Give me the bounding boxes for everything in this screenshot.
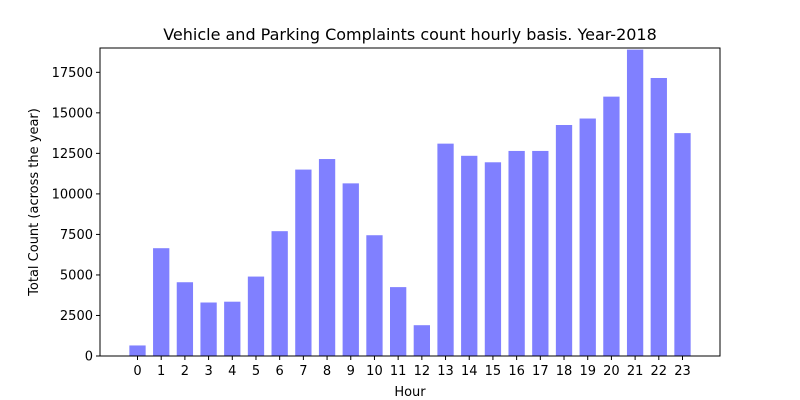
x-tick-label: 17 [532,364,549,379]
x-tick-label: 3 [204,364,212,379]
x-tick-label: 16 [508,364,525,379]
bar-hour-1 [153,248,170,356]
bar-hour-18 [555,125,573,356]
bar-hour-8 [318,159,336,356]
bar-hour-21 [626,49,644,357]
x-tick-label: 6 [276,364,284,379]
x-tick-label: 13 [437,364,454,379]
bar-hour-13 [437,143,454,356]
bar-hour-12 [413,325,430,356]
x-tick-label: 0 [133,364,141,379]
x-axis-ticks: 0 1 2 3 4 5 6 7 8 9 10 11 12 13 14 15 16 17 18 19 20 21 22 23 [133,356,691,379]
y-tick-label: 12500 [52,147,93,162]
bar-hour-9 [342,183,359,356]
x-tick-label: 9 [347,364,355,379]
bar-hour-17 [532,150,549,356]
bar-hour-15 [484,162,502,356]
bar-hour-14 [461,155,478,356]
x-tick-label: 23 [674,364,691,379]
y-tick-label: 5000 [60,268,93,283]
y-axis-ticks: 0 2500 5000 7500 10000 12500 15000 17500 [52,66,100,365]
x-tick-label: 20 [603,364,620,379]
x-tick-label: 21 [627,364,644,379]
bar-hour-10 [366,235,383,356]
x-tick-label: 19 [579,364,596,379]
bar-hour-2 [176,282,194,356]
bar-hour-5 [247,276,265,356]
x-axis-label: Hour [394,385,426,400]
x-tick-label: 5 [252,364,260,379]
chart-title: Vehicle and Parking Complaints count hou… [163,25,657,44]
bar-hour-0 [129,345,146,356]
x-tick-label: 8 [323,364,331,379]
bar-hour-7 [295,169,312,356]
y-tick-label: 17500 [52,66,93,81]
y-axis-label: Total Count (across the year) [27,108,42,297]
x-tick-label: 10 [366,364,383,379]
bar-hour-19 [579,118,596,357]
bar-hour-22 [650,77,667,357]
x-tick-label: 22 [651,364,668,379]
x-tick-label: 2 [181,364,189,379]
x-tick-label: 4 [228,364,236,379]
bar-hour-3 [200,302,217,356]
y-tick-label: 2500 [60,309,93,324]
x-tick-label: 18 [556,364,573,379]
y-tick-label: 10000 [52,187,93,202]
y-tick-label: 0 [85,350,93,365]
y-tick-label: 15000 [52,106,93,121]
x-tick-label: 11 [390,364,407,379]
plot-frame [99,47,721,357]
x-tick-label: 15 [485,364,502,379]
bars-group [129,49,691,357]
bar-hour-23 [674,133,691,356]
bar-hour-16 [508,150,525,356]
x-tick-label: 14 [461,364,478,379]
y-tick-label: 7500 [60,228,93,243]
bar-hour-6 [271,231,288,356]
bar-hour-20 [603,96,620,356]
x-tick-label: 1 [157,364,165,379]
bar-hour-11 [390,287,407,356]
x-tick-label: 12 [414,364,431,379]
x-tick-label: 7 [299,364,307,379]
bar-hour-4 [224,301,241,356]
